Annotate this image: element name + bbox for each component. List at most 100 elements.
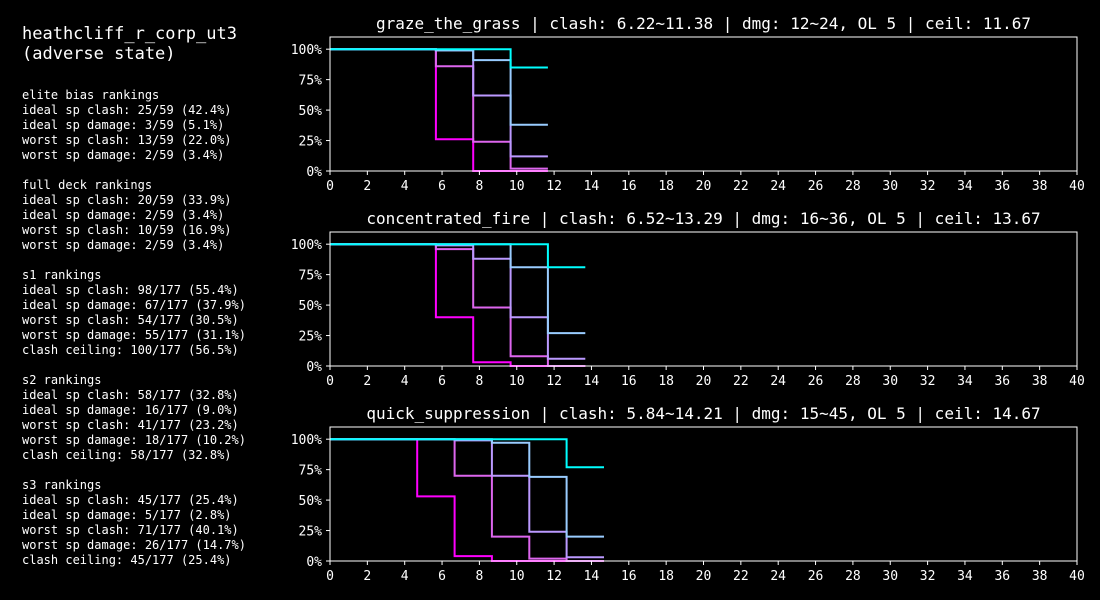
x-tick-label: 0 xyxy=(326,179,334,194)
y-tick-label: 25% xyxy=(299,525,323,540)
x-tick-label: 38 xyxy=(1032,374,1048,389)
y-tick-label: 0% xyxy=(306,555,322,570)
x-tick-label: 2 xyxy=(363,179,371,194)
stats-line: worst sp damage: 2/59 (3.4%) xyxy=(22,238,225,252)
stats-line: clash ceiling: 100/177 (56.5%) xyxy=(22,343,239,357)
stats-line: ideal sp damage: 16/177 (9.0%) xyxy=(22,403,239,417)
x-tick-label: 24 xyxy=(770,569,786,584)
series-line-s5 xyxy=(330,48,548,69)
page-title: heathcliff_r_corp_ut3 xyxy=(22,24,237,44)
x-tick-label: 26 xyxy=(808,179,824,194)
stats-line: worst sp clash: 41/177 (23.2%) xyxy=(22,418,239,432)
x-tick-label: 10 xyxy=(509,569,525,584)
x-tick-label: 10 xyxy=(509,179,525,194)
x-tick-label: 14 xyxy=(584,374,600,389)
stats-heading: s1 rankings xyxy=(22,268,102,282)
series-line-s2 xyxy=(330,438,604,562)
y-tick-label: 50% xyxy=(299,299,323,314)
stats-section: elite bias rankings ideal sp clash: 25/59… xyxy=(22,88,292,163)
series-line-s3 xyxy=(330,438,604,559)
x-tick-label: 6 xyxy=(438,179,446,194)
stats-line: ideal sp clash: 98/177 (55.4%) xyxy=(22,283,239,297)
stats-section: s2 rankings ideal sp clash: 58/177 (32.8%… xyxy=(22,373,292,463)
series-line-s5 xyxy=(330,438,604,469)
x-tick-label: 4 xyxy=(401,179,409,194)
x-tick-label: 40 xyxy=(1069,569,1085,584)
y-tick-label: 25% xyxy=(299,135,323,150)
x-tick-label: 20 xyxy=(696,374,712,389)
x-tick-label: 0 xyxy=(326,374,334,389)
x-tick-label: 32 xyxy=(920,569,936,584)
plot-frame xyxy=(329,36,1078,172)
rankings-stats: elite bias rankings ideal sp clash: 25/59… xyxy=(22,88,292,568)
x-tick-label: 20 xyxy=(696,569,712,584)
y-tick-label: 25% xyxy=(299,330,323,345)
x-tick-label: 0 xyxy=(326,569,334,584)
x-tick-label: 38 xyxy=(1032,569,1048,584)
x-tick-label: 8 xyxy=(475,374,483,389)
series-line-s4 xyxy=(330,438,604,538)
stats-heading: s3 rankings xyxy=(22,478,102,492)
page-subtitle: (adverse state) xyxy=(22,44,176,64)
stats-line: worst sp damage: 55/177 (31.1%) xyxy=(22,328,246,342)
x-tick-label: 28 xyxy=(845,374,861,389)
x-tick-label: 16 xyxy=(621,569,637,584)
x-tick-label: 18 xyxy=(658,569,674,584)
plot-frame xyxy=(329,426,1078,562)
chart-1: graze_the_grass | clash: 6.22~11.38 | dm… xyxy=(291,14,1085,194)
stats-line: ideal sp damage: 3/59 (5.1%) xyxy=(22,118,225,132)
series-line-s5 xyxy=(330,243,586,269)
stats-line: worst sp damage: 26/177 (14.7%) xyxy=(22,538,246,552)
x-tick-label: 22 xyxy=(733,179,749,194)
stats-heading: full deck rankings xyxy=(22,178,153,192)
x-tick-label: 28 xyxy=(845,569,861,584)
x-tick-label: 18 xyxy=(658,374,674,389)
chart-2: concentrated_fire | clash: 6.52~13.29 | … xyxy=(291,209,1085,389)
y-tick-label: 75% xyxy=(299,269,323,284)
x-tick-label: 30 xyxy=(882,569,898,584)
chart-title: graze_the_grass | clash: 6.22~11.38 | dm… xyxy=(376,14,1031,33)
x-tick-label: 4 xyxy=(401,569,409,584)
stats-section: full deck rankings ideal sp clash: 20/59 … xyxy=(22,178,292,253)
x-tick-label: 4 xyxy=(401,374,409,389)
x-tick-label: 6 xyxy=(438,569,446,584)
stats-line: ideal sp clash: 58/177 (32.8%) xyxy=(22,388,239,402)
stats-line: ideal sp clash: 25/59 (42.4%) xyxy=(22,103,232,117)
x-tick-label: 40 xyxy=(1069,374,1085,389)
x-tick-label: 14 xyxy=(584,179,600,194)
y-tick-label: 75% xyxy=(299,464,323,479)
x-tick-label: 34 xyxy=(957,374,973,389)
stats-line: worst sp clash: 54/177 (30.5%) xyxy=(22,313,239,327)
x-tick-label: 10 xyxy=(509,374,525,389)
y-tick-label: 75% xyxy=(299,74,323,89)
x-tick-label: 34 xyxy=(957,569,973,584)
series-line-s2 xyxy=(330,48,548,170)
y-tick-label: 50% xyxy=(299,494,323,509)
x-tick-label: 28 xyxy=(845,179,861,194)
x-tick-label: 16 xyxy=(621,179,637,194)
x-tick-label: 26 xyxy=(808,374,824,389)
y-tick-label: 50% xyxy=(299,104,323,119)
info-panel: heathcliff_r_corp_ut3 (adverse state) el… xyxy=(22,24,292,583)
x-tick-label: 8 xyxy=(475,569,483,584)
plot-frame xyxy=(329,231,1078,367)
chart-title: quick_suppression | clash: 5.84~14.21 | … xyxy=(366,404,1040,423)
x-tick-label: 12 xyxy=(546,569,562,584)
series-line-s2 xyxy=(330,243,586,367)
x-tick-label: 20 xyxy=(696,179,712,194)
x-tick-label: 38 xyxy=(1032,179,1048,194)
x-tick-label: 12 xyxy=(546,179,562,194)
stats-heading: s2 rankings xyxy=(22,373,102,387)
y-tick-label: 0% xyxy=(306,165,322,180)
x-tick-label: 26 xyxy=(808,569,824,584)
y-tick-label: 0% xyxy=(306,360,322,375)
x-tick-label: 14 xyxy=(584,569,600,584)
x-tick-label: 32 xyxy=(920,374,936,389)
x-tick-label: 16 xyxy=(621,374,637,389)
stats-line: ideal sp clash: 45/177 (25.4%) xyxy=(22,493,239,507)
x-tick-label: 22 xyxy=(733,374,749,389)
y-tick-label: 100% xyxy=(291,43,322,58)
x-tick-label: 34 xyxy=(957,179,973,194)
x-tick-label: 36 xyxy=(994,179,1010,194)
series-line-s4 xyxy=(330,48,548,126)
